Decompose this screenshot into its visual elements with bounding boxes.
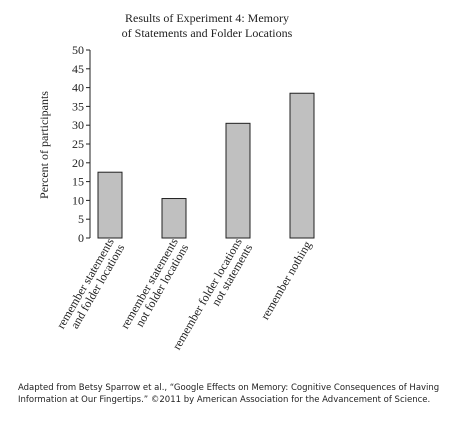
y-tick-label: 10 [72, 193, 84, 207]
bar [289, 92, 315, 239]
y-tick-label: 20 [72, 156, 84, 170]
bar [97, 171, 123, 239]
chart-title: of Statements and Folder Locations [122, 26, 293, 40]
y-tick-label: 40 [72, 81, 84, 95]
y-tick-label: 45 [72, 62, 84, 76]
y-tick-label: 50 [72, 43, 84, 57]
y-tick-label: 5 [78, 212, 84, 226]
source: Adapted from Betsy Sparrow et al., “Goog… [18, 383, 439, 393]
bar [225, 122, 251, 239]
y-tick-label: 15 [72, 175, 84, 189]
x-tick-label: remember nothing [258, 239, 314, 322]
bar [161, 198, 187, 239]
chart-title: Results of Experiment 4: Memory [125, 11, 289, 25]
y-axis-label: Percent of participants [37, 91, 51, 199]
y-tick-label: 0 [78, 231, 84, 245]
y-tick-label: 30 [72, 118, 84, 132]
y-tick-label: 35 [72, 99, 84, 113]
y-tick-label: 25 [72, 137, 84, 151]
source: Information at Our Fingertips.” ©2011 by… [18, 395, 430, 405]
